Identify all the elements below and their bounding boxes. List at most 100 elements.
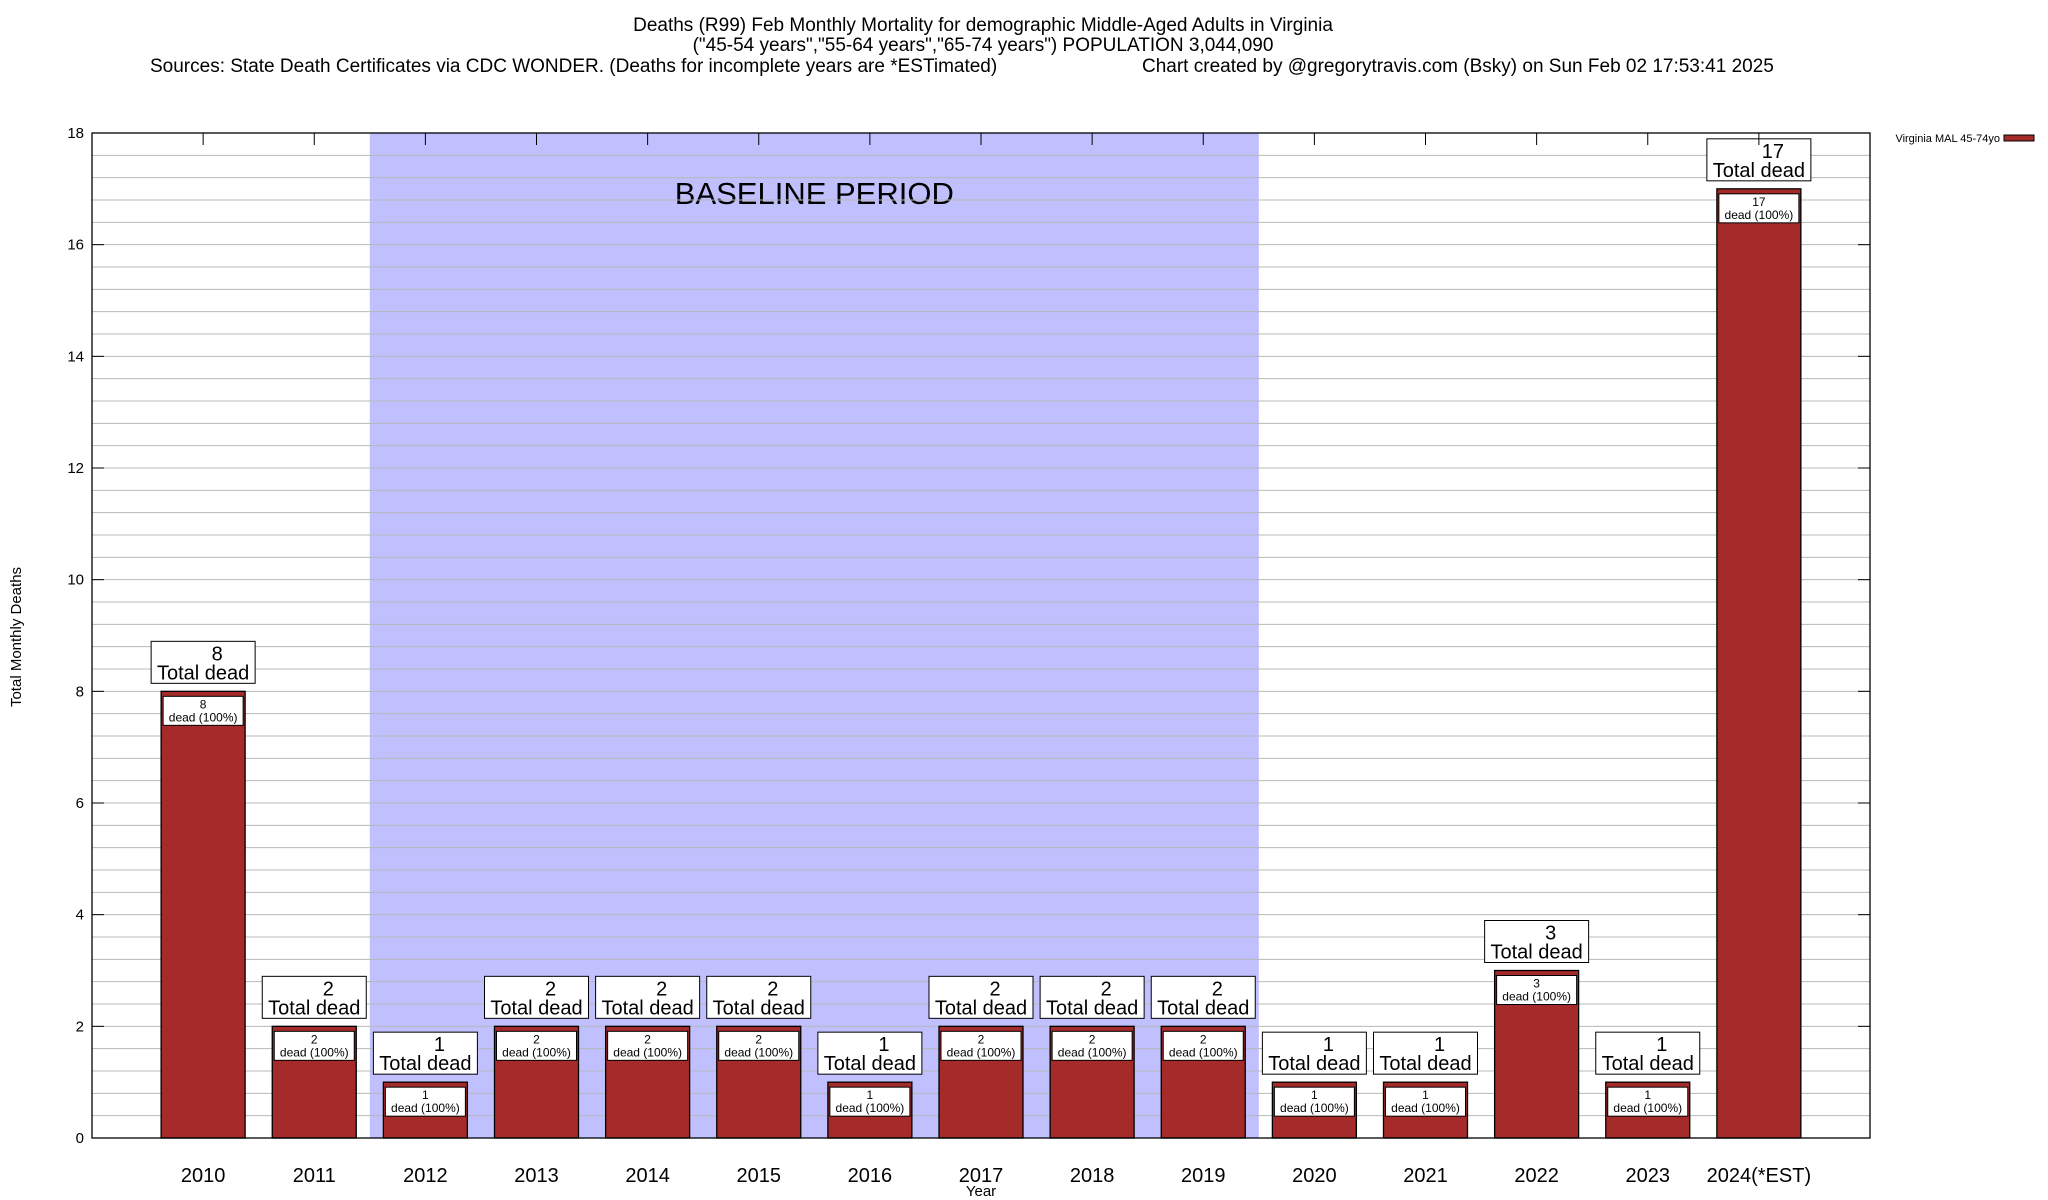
legend: Virginia MAL 45-74yo xyxy=(1895,133,2035,145)
total-label-box xyxy=(261,975,367,1019)
total-label-text: Total dead xyxy=(1490,942,1582,964)
chart-title-line-1: Deaths (R99) Feb Monthly Mortality for d… xyxy=(633,15,1333,36)
x-tick-label: 2023 xyxy=(1626,1165,1671,1187)
total-label-text: Total dead xyxy=(1713,160,1805,182)
total-label-count: 2 xyxy=(1101,978,1112,1000)
inner-label-box xyxy=(1051,1030,1133,1061)
x-tick-label: 2020 xyxy=(1292,1165,1337,1187)
x-tick-label: 2015 xyxy=(737,1165,782,1187)
total-label-box xyxy=(595,975,701,1019)
total-label-box xyxy=(372,1031,478,1075)
inner-label-box xyxy=(384,1086,466,1117)
inner-label-count: 8 xyxy=(200,697,207,711)
total-label-text: Total dead xyxy=(1379,1053,1471,1075)
bar-2010 xyxy=(160,690,246,1139)
total-label-box xyxy=(1484,920,1590,963)
inner-label-text: dead (100%) xyxy=(1058,1045,1127,1059)
total-label-count: 1 xyxy=(1323,1034,1334,1056)
total-label-count: 1 xyxy=(434,1034,445,1056)
inner-label-box xyxy=(273,1030,355,1061)
y-tick-label: 4 xyxy=(76,907,84,924)
x-tick-label: 2010 xyxy=(181,1165,226,1187)
total-label-text: Total dead xyxy=(157,662,249,684)
total-label-box xyxy=(1706,138,1812,182)
x-tick-label: 2011 xyxy=(293,1165,336,1187)
inner-label-text: dead (100%) xyxy=(1391,1101,1460,1115)
chart-credit: Chart created by @gregorytravis.com (Bsk… xyxy=(1142,56,1774,77)
inner-label-count: 2 xyxy=(755,1032,762,1046)
total-label-text: Total dead xyxy=(1157,997,1249,1019)
y-tick-label: 12 xyxy=(67,460,84,477)
plot-frame xyxy=(91,132,1871,1139)
total-label-box xyxy=(1595,1031,1701,1075)
y-tick-label: 0 xyxy=(76,1130,84,1147)
total-label-text: Total dead xyxy=(1268,1053,1360,1075)
x-tick-label: 2014 xyxy=(625,1165,670,1187)
inner-label-text: dead (100%) xyxy=(391,1101,460,1115)
inner-label-box xyxy=(1162,1030,1244,1061)
x-tick-label: 2022 xyxy=(1514,1165,1559,1187)
inner-label-count: 3 xyxy=(1533,977,1540,991)
inner-label-text: dead (100%) xyxy=(724,1045,793,1059)
total-label-count: 17 xyxy=(1762,141,1784,163)
inner-label-box xyxy=(718,1030,800,1061)
inner-label-count: 1 xyxy=(867,1088,874,1102)
inner-label-text: dead (100%) xyxy=(947,1045,1016,1059)
baseline-period-label: BASELINE PERIOD xyxy=(675,176,954,211)
x-tick-label: 2024(*EST) xyxy=(1707,1165,1812,1187)
inner-label-text: dead (100%) xyxy=(280,1045,349,1059)
inner-label-box xyxy=(1607,1086,1689,1117)
total-label-box xyxy=(1373,1031,1478,1075)
inner-label-count: 1 xyxy=(1311,1088,1318,1102)
inner-label-count: 2 xyxy=(978,1032,985,1046)
total-label-box xyxy=(928,975,1034,1019)
y-axis-label: Total Monthly Deaths xyxy=(8,567,25,707)
total-label-box xyxy=(484,975,589,1019)
inner-label-count: 2 xyxy=(1200,1032,1207,1046)
total-label-count: 2 xyxy=(656,978,667,1000)
x-tick-label: 2016 xyxy=(848,1165,893,1187)
inner-label-count: 17 xyxy=(1752,195,1766,209)
total-label-box xyxy=(1039,975,1145,1019)
total-label-box xyxy=(150,640,256,684)
total-label-count: 1 xyxy=(1434,1034,1445,1056)
inner-label-box xyxy=(162,695,244,726)
inner-label-text: dead (100%) xyxy=(836,1101,905,1115)
total-label-box xyxy=(706,975,812,1019)
total-label-text: Total dead xyxy=(935,997,1027,1019)
total-label-count: 1 xyxy=(878,1034,889,1056)
total-label-count: 1 xyxy=(1656,1034,1667,1056)
inner-label-box xyxy=(829,1086,911,1117)
y-tick-label: 14 xyxy=(67,348,84,365)
inner-label-count: 2 xyxy=(1089,1032,1096,1046)
inner-label-count: 2 xyxy=(644,1032,651,1046)
inner-label-box xyxy=(1718,193,1800,224)
legend-swatch xyxy=(2003,134,2035,142)
inner-label-count: 1 xyxy=(1422,1088,1429,1102)
chart-sources: Sources: State Death Certificates via CD… xyxy=(150,56,997,77)
inner-label-count: 1 xyxy=(1644,1088,1651,1102)
bar-2024(*EST) xyxy=(1716,188,1802,1139)
total-label-count: 2 xyxy=(323,978,334,1000)
inner-label-box xyxy=(1496,975,1578,1005)
total-label-count: 2 xyxy=(1212,978,1223,1000)
legend-label: Virginia MAL 45-74yo xyxy=(1895,133,2000,145)
inner-label-text: dead (100%) xyxy=(502,1045,571,1059)
inner-label-count: 2 xyxy=(311,1032,318,1046)
total-label-count: 3 xyxy=(1545,923,1556,945)
total-label-text: Total dead xyxy=(1602,1053,1694,1075)
total-label-box xyxy=(1261,1031,1367,1075)
inner-label-text: dead (100%) xyxy=(1169,1045,1238,1059)
total-label-text: Total dead xyxy=(379,1053,471,1075)
chart-title-line-2: ("45-54 years","55-64 years","65-74 year… xyxy=(693,35,1274,56)
total-label-count: 8 xyxy=(212,643,223,665)
total-label-count: 2 xyxy=(767,978,778,1000)
total-label-box xyxy=(817,1031,923,1075)
inner-label-text: dead (100%) xyxy=(169,710,238,724)
x-tick-label: 2021 xyxy=(1403,1165,1448,1187)
x-tick-label: 2012 xyxy=(403,1165,448,1187)
inner-label-box xyxy=(940,1030,1022,1061)
y-tick-label: 10 xyxy=(67,572,84,589)
inner-label-count: 2 xyxy=(533,1032,540,1046)
